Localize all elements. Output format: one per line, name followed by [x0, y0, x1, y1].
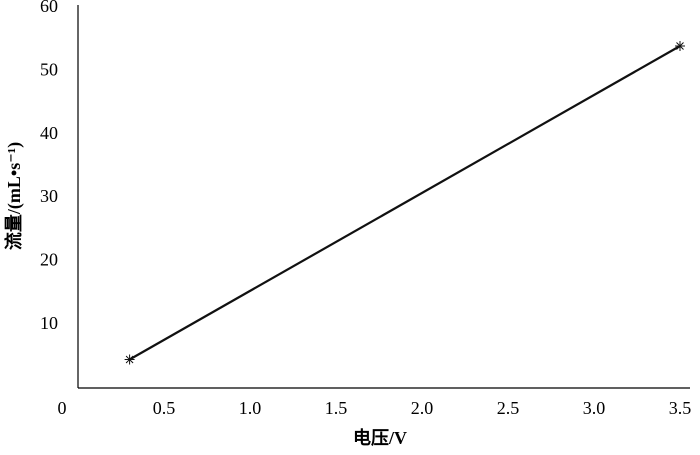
point-marker — [675, 41, 685, 51]
x-tick-label: 1.5 — [325, 398, 348, 418]
x-tick-label: 2.0 — [411, 398, 434, 418]
x-tick-label: 1.0 — [239, 398, 262, 418]
y-tick-label: 30 — [40, 186, 58, 206]
x-tick-label: 2.5 — [497, 398, 520, 418]
y-tick-label: 60 — [40, 0, 58, 16]
x-axis-label: 电压/V — [353, 427, 407, 448]
x-tick-label: 3.5 — [669, 398, 692, 418]
y-tick-label: 50 — [40, 59, 58, 79]
x-tick-label: 3.0 — [583, 398, 606, 418]
y-tick-label: 20 — [40, 249, 58, 269]
y-axis-label: 流量/(mL•s⁻¹) — [3, 142, 25, 250]
point-marker — [124, 354, 135, 365]
x-tick-label: 0.5 — [153, 398, 176, 418]
x-tick-label: 0 — [58, 398, 67, 418]
y-tick-label: 10 — [40, 313, 58, 333]
data-line — [129, 45, 681, 361]
y-tick-label: 40 — [40, 123, 58, 143]
